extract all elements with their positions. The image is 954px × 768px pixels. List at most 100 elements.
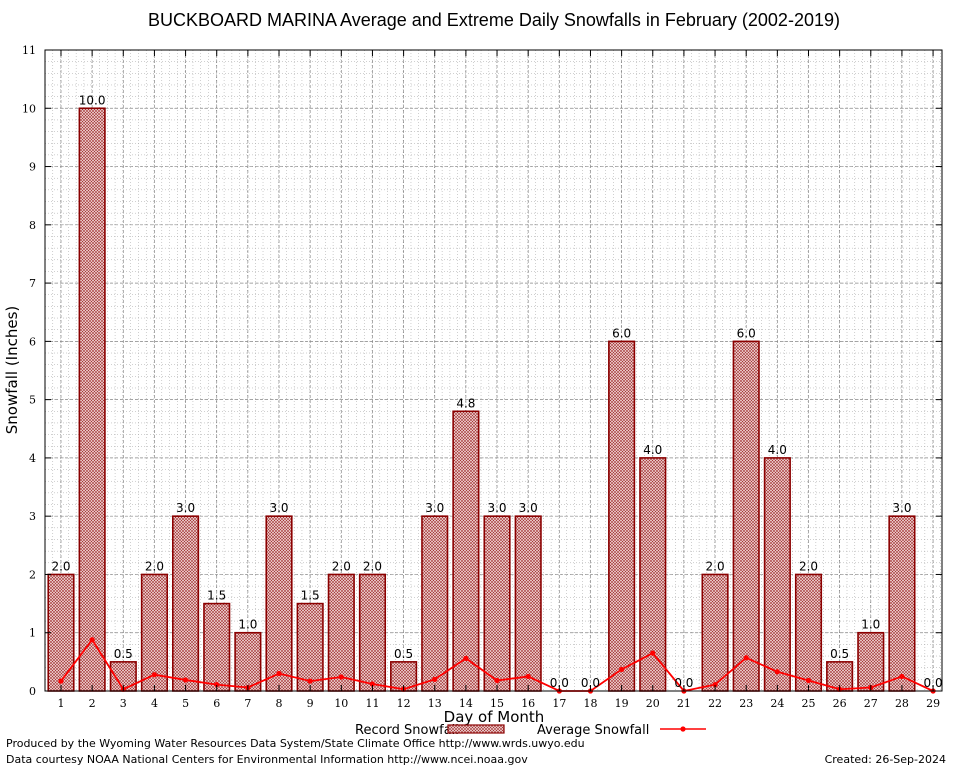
y-tick-label: 10 bbox=[22, 102, 36, 115]
bar-value-label: 0.0 bbox=[924, 676, 943, 690]
average-point-day-28 bbox=[899, 673, 905, 680]
y-tick-label: 7 bbox=[29, 277, 36, 290]
bar-record-day-14 bbox=[452, 410, 480, 692]
legend-record-label: Record Snowfall bbox=[355, 723, 459, 738]
bar-record-day-23 bbox=[732, 340, 760, 692]
average-point-day-4 bbox=[151, 672, 158, 678]
x-tick-label: 15 bbox=[490, 697, 504, 710]
x-tick-label: 12 bbox=[397, 697, 411, 710]
bar-record-day-20 bbox=[639, 457, 667, 692]
bar-value-label: 0.0 bbox=[674, 676, 693, 690]
footer-produced-by: Produced by the Wyoming Water Resources … bbox=[6, 737, 585, 750]
bar-value-label: 4.0 bbox=[643, 443, 662, 457]
bar-record-day-1 bbox=[47, 573, 75, 692]
bar-record-day-19 bbox=[608, 340, 636, 692]
bar-value-label: 3.0 bbox=[176, 501, 195, 515]
average-point-day-23 bbox=[743, 655, 749, 661]
bar-value-label: 0.0 bbox=[581, 676, 600, 690]
bar-record-day-4 bbox=[140, 573, 169, 692]
bar-value-label: 2.0 bbox=[145, 559, 164, 573]
bar-record-day-15 bbox=[483, 515, 511, 692]
x-tick-label: 29 bbox=[926, 697, 940, 710]
y-tick-label: 1 bbox=[29, 627, 36, 640]
x-tick-label: 28 bbox=[895, 697, 909, 710]
plot-frame bbox=[44, 49, 943, 692]
average-point-day-15 bbox=[494, 677, 500, 684]
bar-record-day-7 bbox=[234, 631, 262, 692]
bar-value-label: 3.0 bbox=[425, 501, 444, 515]
legend-record-swatch bbox=[447, 724, 505, 734]
footer-created-date: Created: 26-Sep-2024 bbox=[824, 753, 946, 766]
bar-value-label: 6.0 bbox=[612, 326, 631, 340]
bar-value-label: 10.0 bbox=[79, 93, 106, 107]
y-axis-label: Snowfall (Inches) bbox=[3, 306, 21, 434]
bar-record-day-6 bbox=[203, 602, 231, 692]
bar-value-label: 1.5 bbox=[207, 589, 226, 603]
average-point-day-6 bbox=[214, 681, 220, 688]
bar-record-day-22 bbox=[701, 573, 729, 692]
average-point-day-13 bbox=[432, 676, 438, 682]
x-tick-label: 2 bbox=[89, 697, 96, 710]
bar-value-label: 2.0 bbox=[363, 559, 382, 573]
bar-record-day-24 bbox=[763, 457, 791, 692]
average-point-day-25 bbox=[805, 677, 812, 684]
x-tick-label: 16 bbox=[521, 697, 535, 710]
x-tick-label: 14 bbox=[459, 697, 473, 710]
average-point-day-8 bbox=[276, 670, 282, 677]
x-tick-label: 11 bbox=[365, 697, 379, 710]
bar-value-label: 3.0 bbox=[269, 501, 288, 515]
bar-value-label: 3.0 bbox=[519, 501, 538, 515]
average-point-day-5 bbox=[182, 677, 189, 683]
bar-value-label: 6.0 bbox=[737, 326, 756, 340]
x-tick-label: 1 bbox=[58, 697, 65, 710]
x-tick-label: 23 bbox=[739, 697, 753, 710]
bar-value-label: 3.0 bbox=[892, 501, 911, 515]
bar-value-label: 2.0 bbox=[332, 559, 351, 573]
average-point-day-2 bbox=[89, 637, 95, 643]
average-point-day-22 bbox=[712, 681, 718, 688]
bar-record-day-11 bbox=[358, 573, 387, 692]
y-tick-label: 11 bbox=[22, 44, 36, 57]
x-tick-label: 20 bbox=[646, 697, 660, 710]
average-point-day-14 bbox=[463, 655, 469, 661]
bar-value-label: 0.0 bbox=[550, 676, 569, 690]
x-tick-label: 24 bbox=[770, 697, 784, 710]
chart-title: BUCKBOARD MARINA Average and Extreme Dai… bbox=[148, 10, 840, 30]
bar-value-labels: 2.0 10.0 0.5 2.0 3.0 1.5 1.0 3.0 1.5 2.0 2.0 0.5 3.0… bbox=[51, 93, 942, 690]
x-tick-label: 10 bbox=[334, 697, 348, 710]
bar-record-day-27 bbox=[857, 631, 885, 692]
y-tick-label: 5 bbox=[29, 394, 36, 407]
x-tick-label: 4 bbox=[151, 697, 158, 710]
x-tick-label: 3 bbox=[120, 697, 127, 710]
legend: Record Snowfall Average Snowfall bbox=[355, 723, 706, 738]
bar-record-day-28 bbox=[888, 515, 916, 692]
bar-record-day-16 bbox=[514, 515, 542, 692]
legend-average-label: Average Snowfall bbox=[537, 723, 649, 738]
x-tick-label: 13 bbox=[428, 697, 442, 710]
y-tick-label: 8 bbox=[29, 219, 36, 232]
footer-data-courtesy: Data courtesy NOAA National Centers for … bbox=[6, 753, 528, 766]
bars bbox=[47, 107, 916, 692]
y-tick-label: 0 bbox=[29, 685, 36, 698]
bar-value-label: 2.0 bbox=[799, 559, 818, 573]
bar-record-day-25 bbox=[794, 573, 823, 692]
bar-record-day-13 bbox=[421, 515, 449, 692]
x-tick-label: 8 bbox=[276, 697, 283, 710]
average-point-day-10 bbox=[338, 674, 344, 680]
bar-value-label: 2.0 bbox=[706, 559, 725, 573]
y-tick-label: 4 bbox=[29, 452, 36, 465]
x-tick-label: 21 bbox=[677, 697, 691, 710]
x-tick-label: 9 bbox=[307, 697, 314, 710]
bar-value-label: 1.0 bbox=[238, 618, 257, 632]
average-point-day-20 bbox=[650, 650, 656, 656]
bar-value-label: 2.0 bbox=[51, 559, 70, 573]
y-tick-label: 3 bbox=[29, 510, 36, 523]
x-tick-label: 22 bbox=[708, 697, 722, 710]
bar-value-label: 4.0 bbox=[768, 443, 787, 457]
x-tick-label: 25 bbox=[802, 697, 816, 710]
average-point-day-19 bbox=[619, 666, 625, 673]
average-point-day-9 bbox=[307, 678, 313, 684]
bar-record-day-8 bbox=[265, 515, 293, 692]
